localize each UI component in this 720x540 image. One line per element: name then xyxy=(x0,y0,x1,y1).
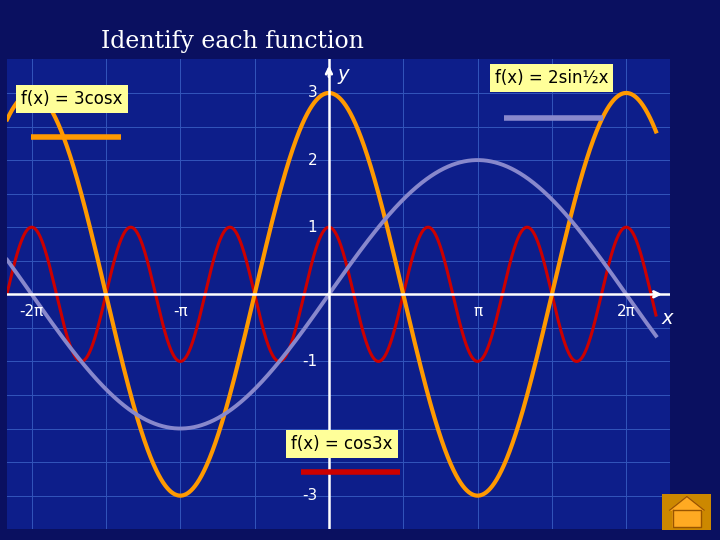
Text: -1: -1 xyxy=(302,354,317,369)
Text: -π: -π xyxy=(173,305,188,319)
Text: f(x) = 3cosx: f(x) = 3cosx xyxy=(22,90,123,107)
Text: 2: 2 xyxy=(307,153,317,167)
Text: y: y xyxy=(338,65,349,84)
Text: Identify each function: Identify each function xyxy=(101,30,364,53)
Text: 3: 3 xyxy=(307,85,317,100)
Text: -2π: -2π xyxy=(19,305,44,319)
Text: x: x xyxy=(662,309,673,328)
Text: f(x) = cos3x: f(x) = cos3x xyxy=(291,435,392,453)
Polygon shape xyxy=(670,496,704,528)
Text: 1: 1 xyxy=(307,220,317,235)
Text: π: π xyxy=(473,305,482,319)
Text: -3: -3 xyxy=(302,488,317,503)
Text: f(x) = 2sin½x: f(x) = 2sin½x xyxy=(495,70,608,87)
Text: 2π: 2π xyxy=(617,305,636,319)
